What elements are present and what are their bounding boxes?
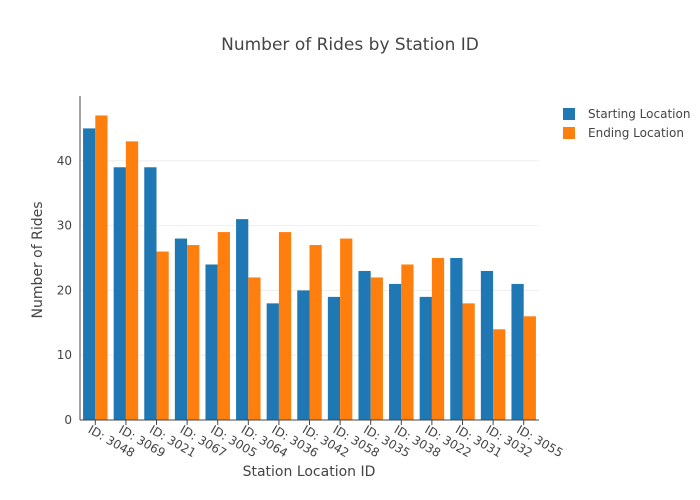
bar-starting-location[interactable] xyxy=(83,128,96,420)
bar-starting-location[interactable] xyxy=(358,270,371,420)
bar-ending-location[interactable] xyxy=(523,316,536,420)
y-tick-label: 20 xyxy=(57,283,72,297)
bar-ending-location[interactable] xyxy=(278,232,292,420)
legend-label-starting-location[interactable]: Starting Location xyxy=(588,107,690,121)
legend-swatch-ending-location[interactable] xyxy=(563,127,575,139)
x-axis-title: Station Location ID xyxy=(243,464,376,480)
chart-title: Number of Rides by Station ID xyxy=(221,35,479,55)
bar-starting-location[interactable] xyxy=(236,219,249,420)
bar-starting-location[interactable] xyxy=(144,167,157,420)
y-tick-label: 0 xyxy=(64,413,72,427)
y-tick-label: 40 xyxy=(57,154,72,168)
bar-ending-location[interactable] xyxy=(95,115,108,420)
bar-ending-location[interactable] xyxy=(370,277,383,420)
axes xyxy=(79,96,539,425)
bar-starting-location[interactable] xyxy=(511,283,524,420)
y-tick-label: 10 xyxy=(57,348,72,362)
bar-ending-location[interactable] xyxy=(248,277,261,420)
bar-ending-location[interactable] xyxy=(493,329,506,420)
bar-starting-location[interactable] xyxy=(419,296,432,420)
bar-ending-location[interactable] xyxy=(309,245,322,420)
bar-starting-location[interactable] xyxy=(480,270,494,420)
bar-ending-location[interactable] xyxy=(187,245,200,420)
bar-ending-location[interactable] xyxy=(125,141,139,421)
bar-starting-location[interactable] xyxy=(266,303,279,420)
bars xyxy=(83,115,536,421)
bar-ending-location[interactable] xyxy=(340,238,353,420)
bar-ending-location[interactable] xyxy=(462,303,475,420)
legend[interactable]: Starting Location Ending Location xyxy=(563,107,690,140)
bar-starting-location[interactable] xyxy=(327,296,341,420)
bar-starting-location[interactable] xyxy=(450,258,463,420)
y-tick-labels: 0 10 20 30 40 xyxy=(57,154,72,427)
legend-swatch-starting-location[interactable] xyxy=(563,108,575,120)
bar-starting-location[interactable] xyxy=(205,264,218,420)
bar-starting-location[interactable] xyxy=(174,238,188,420)
bar-starting-location[interactable] xyxy=(113,167,126,420)
bar-ending-location[interactable] xyxy=(156,251,169,420)
y-axis-title: Number of Rides xyxy=(30,201,46,318)
bar-ending-location[interactable] xyxy=(401,264,414,420)
legend-label-ending-location[interactable]: Ending Location xyxy=(588,126,684,140)
bar-starting-location[interactable] xyxy=(297,290,310,420)
bar-ending-location[interactable] xyxy=(217,232,230,420)
bar-ending-location[interactable] xyxy=(431,258,445,420)
bar-starting-location[interactable] xyxy=(389,283,402,420)
y-tick-label: 30 xyxy=(57,219,72,233)
